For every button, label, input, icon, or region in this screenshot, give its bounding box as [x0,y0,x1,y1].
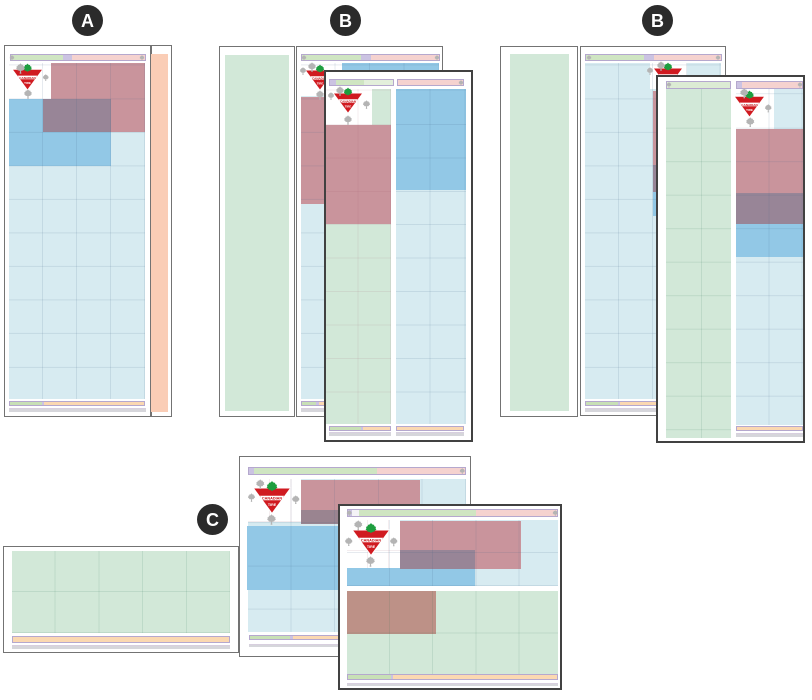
svg-text:B: B [339,11,352,31]
svg-text:A: A [81,11,94,31]
svg-text:B: B [651,11,664,31]
svg-text:C: C [206,510,219,530]
